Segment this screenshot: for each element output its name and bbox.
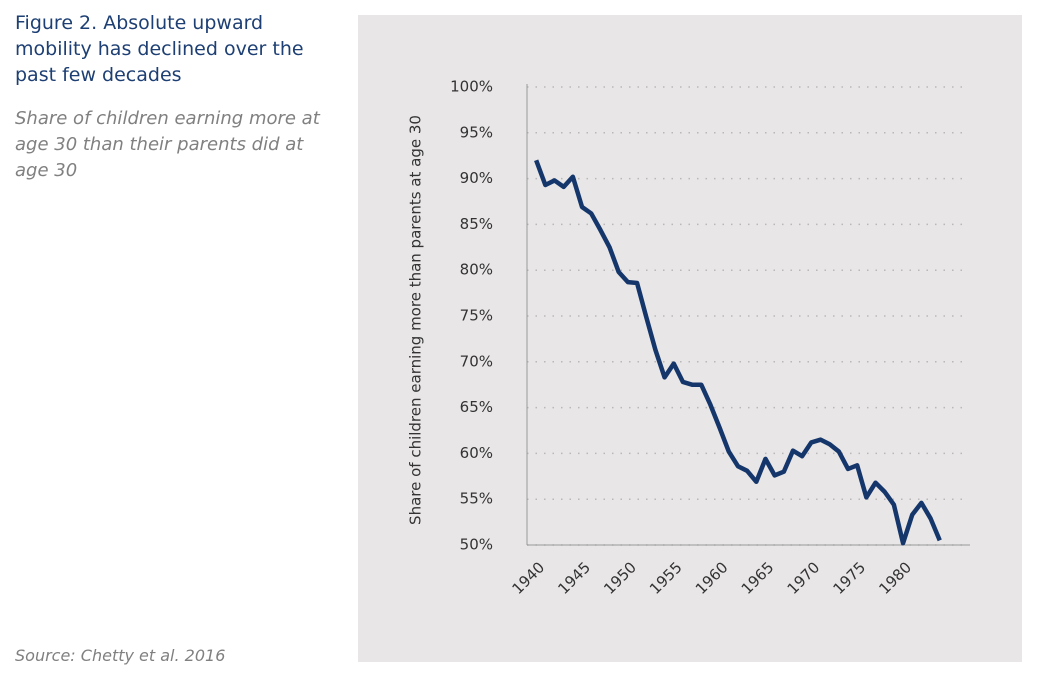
- y-tick-label: 75%: [460, 307, 493, 325]
- y-tick-label: 100%: [450, 78, 493, 96]
- plot-panel: [358, 15, 1022, 662]
- y-axis-label: Share of children earning more than pare…: [407, 115, 425, 525]
- y-tick-label: 55%: [460, 490, 493, 508]
- y-tick-label: 80%: [460, 261, 493, 279]
- y-tick-label: 90%: [460, 169, 493, 187]
- y-tick-label: 65%: [460, 398, 493, 416]
- y-tick-label: 85%: [460, 215, 493, 233]
- data-line: [534, 159, 942, 546]
- y-tick-label: 95%: [460, 123, 493, 141]
- y-tick-label: 50%: [460, 536, 493, 554]
- y-tick-label: 70%: [460, 352, 493, 370]
- chart-subtitle: Share of children earning more at age 30…: [15, 108, 320, 181]
- y-tick-label: 60%: [460, 444, 493, 462]
- chart-title: Figure 2. Absolute upward mobility has d…: [15, 12, 304, 86]
- source-note: Source: Chetty et al. 2016: [15, 646, 226, 665]
